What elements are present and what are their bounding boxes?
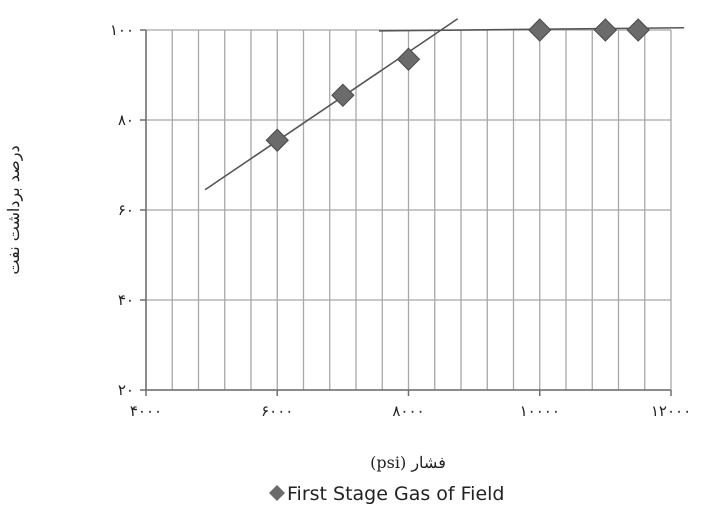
y-axis-label: درصد برداشت نفت xyxy=(4,145,23,274)
x-axis-label: فشار (psi) xyxy=(370,453,446,472)
x-tick-label-3: ۱۰۰۰۰ xyxy=(520,402,560,420)
legend-marker xyxy=(269,485,285,501)
x-tick-label-2: ۸۰۰۰ xyxy=(392,402,424,420)
x-tick-label-0: ۴۰۰۰ xyxy=(130,402,162,420)
axes xyxy=(140,29,672,396)
data-point-0-4 xyxy=(593,18,618,42)
x-tick-label-1: ۶۰۰۰ xyxy=(261,402,293,420)
y-tick-label-1: ۴۰ xyxy=(118,291,134,309)
data-point-0-3 xyxy=(528,18,552,42)
tick-labels: ۴۰۰۰ ۶۰۰۰ ۸۰۰۰ ۱۰۰۰۰ ۱۲۰۰۰ ۲۰ ۴۰ ۶۰ ۸۰ ۱۰۰ xyxy=(110,21,691,420)
trend-line-0 xyxy=(204,18,459,191)
legend: First Stage Gas of Field xyxy=(269,483,504,505)
legend-label: First Stage Gas of Field xyxy=(287,483,504,505)
data-point-0-0 xyxy=(265,128,289,152)
y-tick-label-4: ۱۰۰ xyxy=(110,21,134,39)
data-point-0-2 xyxy=(396,47,421,71)
y-tick-label-2: ۶۰ xyxy=(118,201,134,219)
data-points xyxy=(265,18,650,152)
x-tick-label-4: ۱۲۰۰۰ xyxy=(651,402,691,420)
y-tick-label-3: ۸۰ xyxy=(118,111,134,129)
grid xyxy=(145,29,672,391)
data-point-0-1 xyxy=(331,83,355,107)
y-tick-label-0: ۲۰ xyxy=(118,381,134,399)
data-point-0-5 xyxy=(626,18,650,42)
